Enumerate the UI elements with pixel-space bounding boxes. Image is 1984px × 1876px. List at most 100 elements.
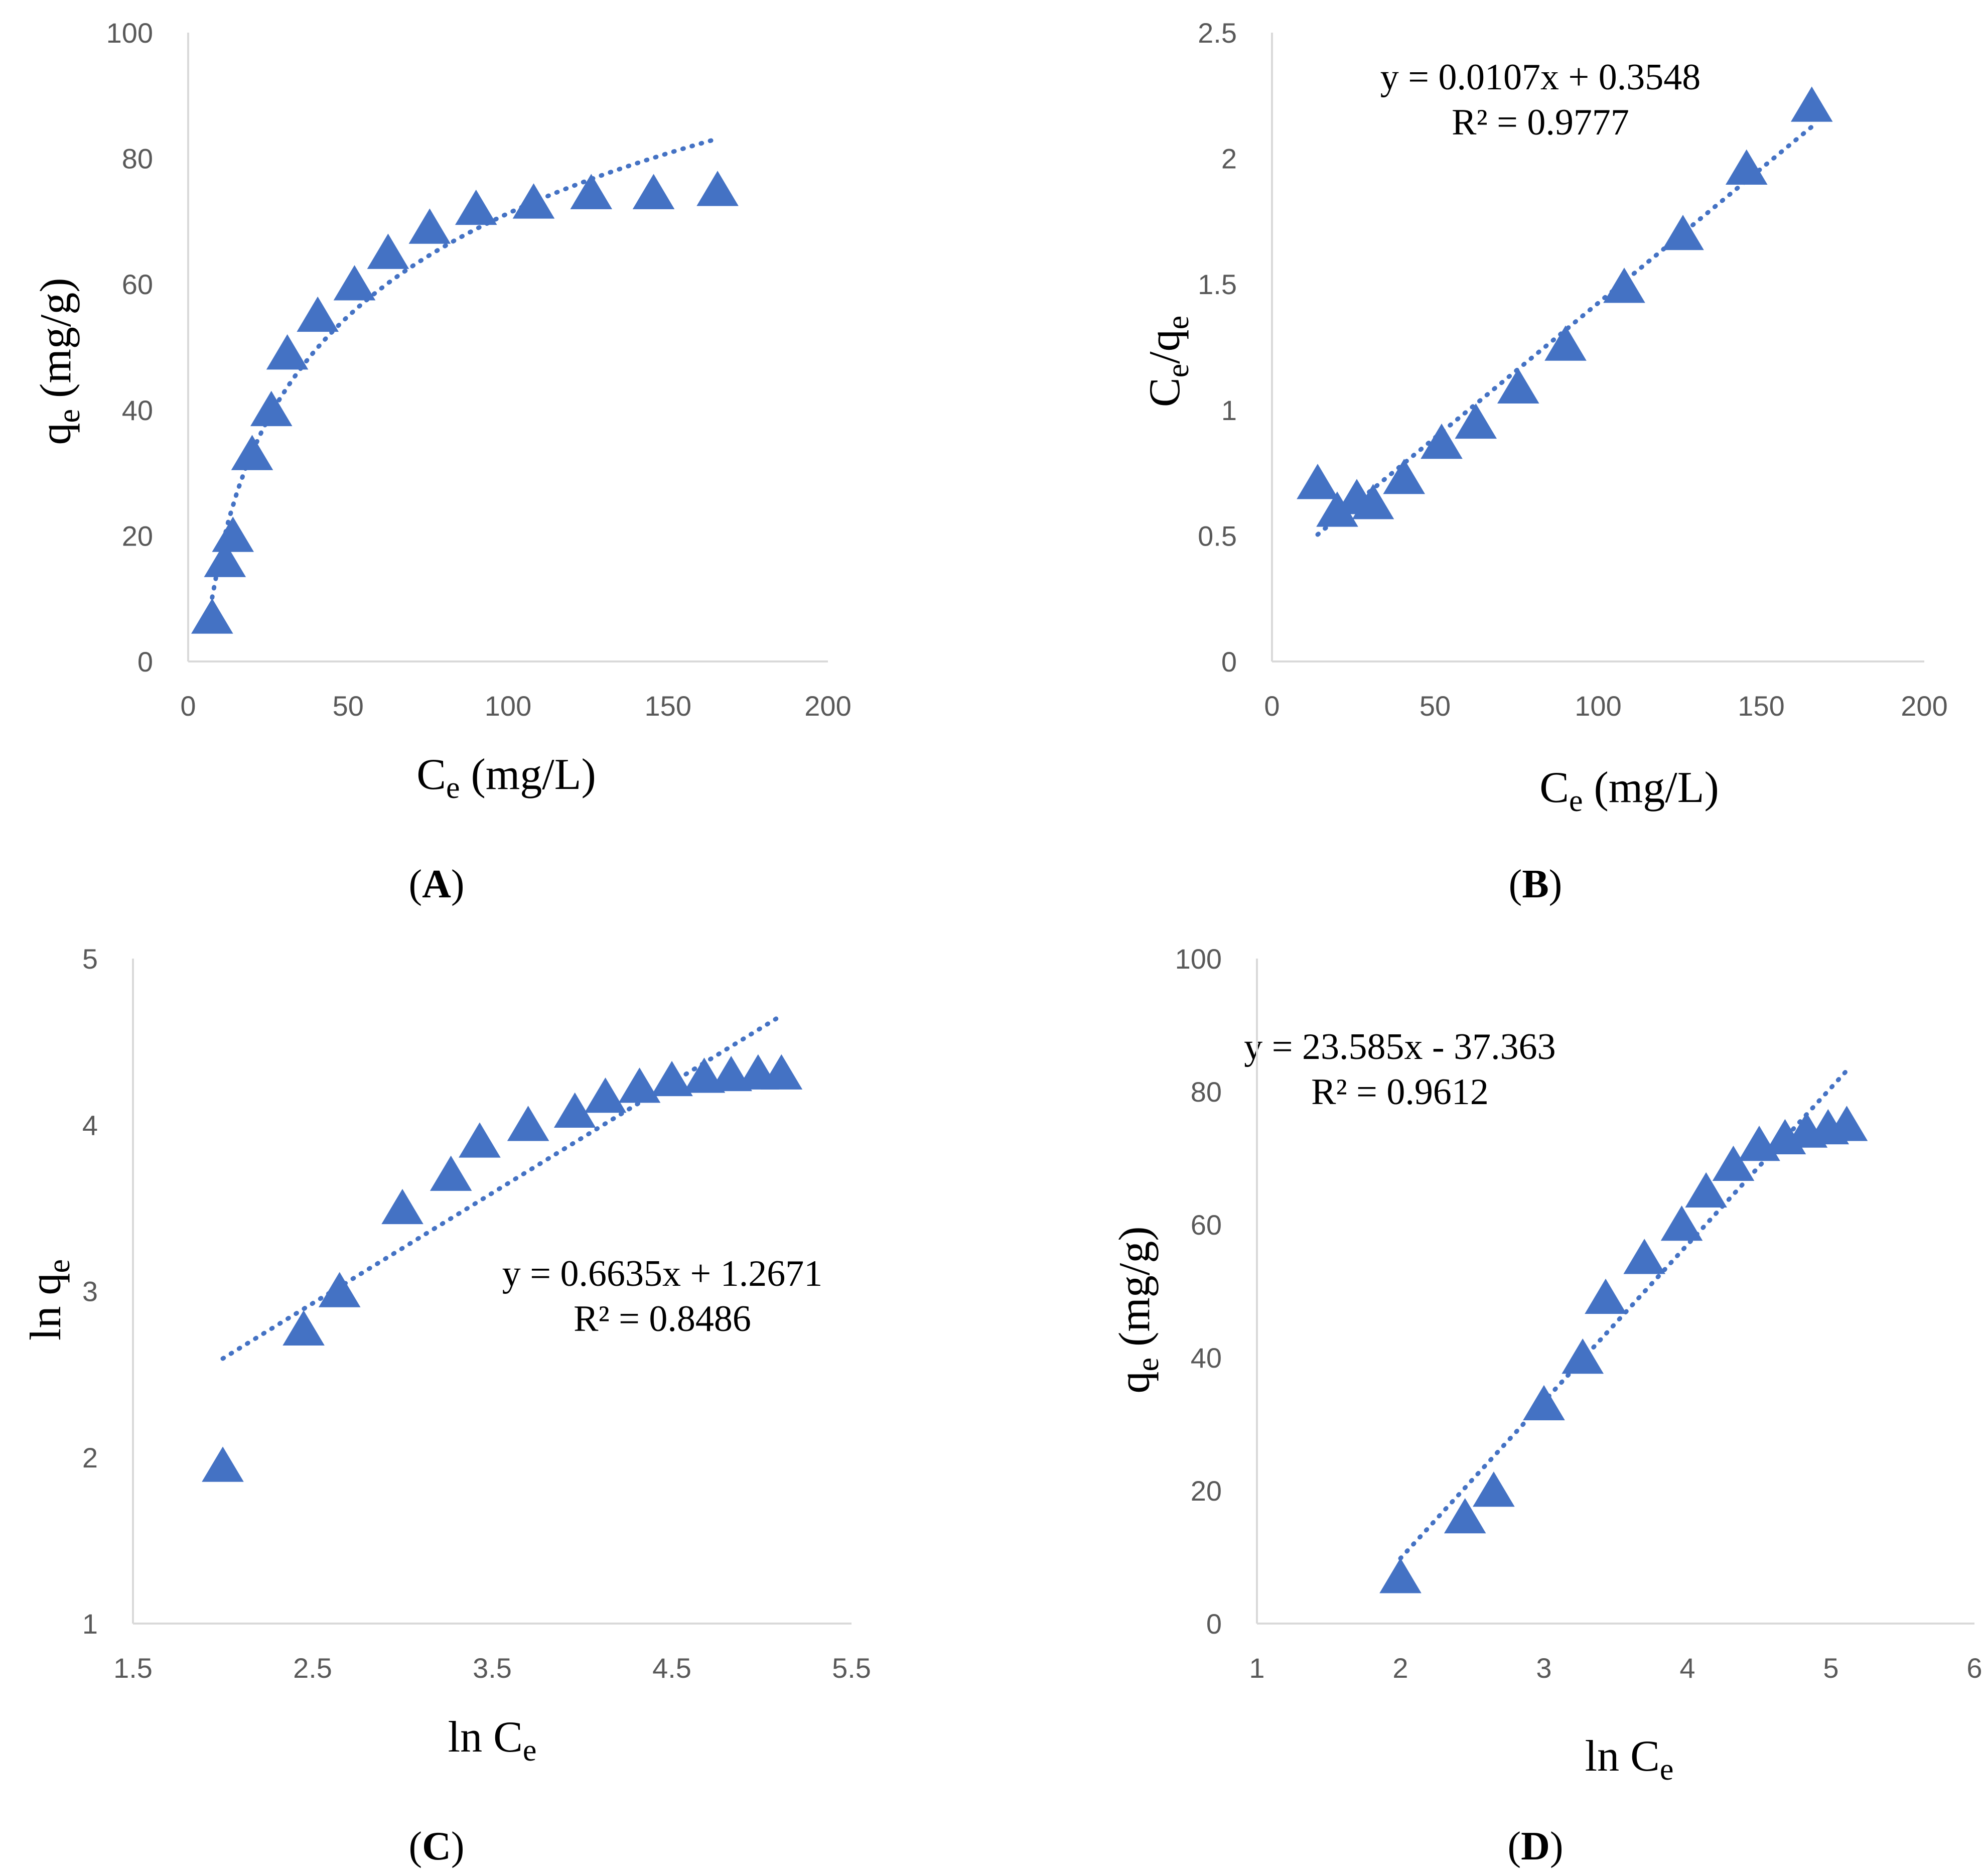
panel-b-r-squared: R² = 0.9777 — [1452, 102, 1629, 143]
panel-d-x-tick-label: 6 — [1966, 1652, 1982, 1684]
panel-c-trendline — [220, 1013, 784, 1361]
panel-c-x-tick-label: 4.5 — [652, 1652, 691, 1684]
panel-a-data-point — [696, 171, 739, 206]
panel-b-data-point — [1316, 491, 1358, 527]
panel-c-y-tick-label: 3 — [82, 1276, 98, 1307]
panel-b-caption: (B) — [1509, 862, 1563, 906]
panel-d-data-point — [1623, 1239, 1665, 1274]
panel-d-x-axis-label: ln Ce — [1585, 1732, 1674, 1787]
panel-b-data-point — [1544, 325, 1587, 361]
panel-d-data-point — [1379, 1558, 1422, 1593]
panel-b-data-point — [1725, 149, 1768, 185]
panel-b-data-point — [1662, 214, 1704, 250]
panel-a-data-point — [297, 296, 339, 332]
panel-c-data-point — [202, 1446, 244, 1482]
panel-c-y-tick-label: 5 — [82, 943, 98, 975]
panel-d-y-tick-label: 40 — [1191, 1342, 1222, 1374]
panel-a-y-tick-label: 40 — [122, 394, 153, 426]
panel-d-x-tick-label: 1 — [1249, 1652, 1264, 1684]
panel-b-y-tick-label: 0 — [1221, 646, 1237, 678]
panel-d-y-tick-label: 80 — [1191, 1076, 1222, 1108]
panel-c-y-tick-label: 2 — [82, 1442, 98, 1473]
panel-c-y-tick-label: 1 — [82, 1608, 98, 1640]
panel-a-y-axis-label: qe (mg/g) — [32, 278, 86, 445]
panel-b-y-axis-label: Ce/qe — [1141, 316, 1195, 407]
panel-b-data-point — [1352, 484, 1394, 519]
panel-d-data-point — [1473, 1471, 1515, 1507]
panel-c-data-point — [318, 1272, 361, 1307]
panel-d-r-squared: R² = 0.9612 — [1311, 1071, 1489, 1113]
panel-a-data-point — [212, 516, 254, 552]
panel-a-data-point — [408, 208, 451, 244]
panel-d-x-tick-label: 5 — [1823, 1652, 1838, 1684]
panel-c-x-tick-label: 3.5 — [473, 1652, 512, 1684]
panel-c-data-point — [584, 1077, 627, 1113]
panel-c-x-tick-label: 2.5 — [293, 1652, 332, 1684]
panel-a-x-axis-label: Ce (mg/L) — [416, 750, 596, 805]
panel-b-y-tick-label: 1 — [1221, 394, 1237, 426]
panel-c-data-point — [760, 1054, 803, 1090]
panel-b-data-point — [1421, 423, 1463, 459]
panel-b-x-tick-label: 200 — [1901, 690, 1947, 722]
panel-b-data-point — [1603, 267, 1645, 303]
panel-b-trendline-equation: y = 0.0107x + 0.3548 — [1380, 57, 1700, 98]
panel-d-data-point — [1685, 1172, 1727, 1208]
panel-b-x-axis-label: Ce (mg/L) — [1539, 763, 1719, 818]
panel-d-y-axis-label: qe (mg/g) — [1110, 1226, 1165, 1393]
panel-b-data-point — [1383, 459, 1426, 494]
panel-a-trendline — [210, 136, 720, 600]
panel-d-y-tick-label: 0 — [1206, 1608, 1222, 1640]
panel-d-data-point — [1562, 1338, 1604, 1374]
panel-b-x-tick-label: 50 — [1420, 690, 1451, 722]
panel-c-x-axis-label: ln Ce — [448, 1713, 537, 1768]
panel-d-data-point — [1585, 1278, 1627, 1314]
panel-c-data-point — [381, 1188, 423, 1225]
panel-d-data-point — [1712, 1145, 1755, 1181]
panel-b-data-point — [1455, 403, 1497, 439]
panel-a-x-tick-label: 50 — [333, 690, 364, 722]
panel-c-data-point — [618, 1067, 661, 1103]
panel-c-data-point — [553, 1092, 596, 1128]
panel-a-data-point — [512, 183, 555, 219]
panel-c-data-point — [430, 1155, 472, 1191]
panel-c-chart: y = 0.6635x + 1.2671 R² = 0.8486 ln Ce l… — [22, 943, 871, 1868]
panel-c-r-squared: R² = 0.8486 — [574, 1298, 751, 1339]
panel-b-data-point — [1790, 86, 1833, 122]
panel-a-chart: Ce (mg/L) qe (mg/g) (A) 0 50 100 150 200 0 20 4… — [32, 17, 852, 906]
panel-a-data-point — [191, 598, 233, 634]
panel-b-y-tick-label: 2.5 — [1198, 17, 1237, 49]
panel-d-data-point — [1825, 1106, 1868, 1141]
panel-a-data-point — [231, 435, 273, 470]
panel-a-y-tick-label: 100 — [106, 17, 153, 49]
panel-a-x-tick-label: 0 — [180, 690, 196, 722]
panel-b-x-tick-label: 150 — [1738, 690, 1784, 722]
panel-b-y-tick-label: 1.5 — [1198, 269, 1237, 300]
panel-d-x-tick-label: 2 — [1392, 1652, 1408, 1684]
panel-b-y-tick-label: 0.5 — [1198, 520, 1237, 552]
panel-a-y-tick-label: 0 — [137, 646, 153, 678]
panel-d-data-point — [1523, 1385, 1565, 1421]
panel-a-y-tick-label: 20 — [122, 520, 153, 552]
panel-b-chart: y = 0.0107x + 0.3548 R² = 0.9777 Ce (mg/… — [1141, 17, 1948, 906]
panel-a-caption: (A) — [408, 862, 464, 906]
panel-c-y-tick-label: 4 — [82, 1109, 98, 1141]
panel-c-trendline-equation: y = 0.6635x + 1.2671 — [502, 1253, 822, 1294]
panel-d-y-tick-label: 100 — [1175, 943, 1222, 975]
panel-d-data-point — [1660, 1205, 1703, 1241]
panel-a-y-tick-label: 60 — [122, 269, 153, 300]
panel-b-x-tick-label: 100 — [1575, 690, 1621, 722]
panel-c-caption: (C) — [408, 1824, 464, 1868]
panel-a-data-point — [367, 233, 409, 269]
panel-a-x-tick-label: 100 — [485, 690, 531, 722]
panel-c-data-point — [651, 1060, 693, 1097]
panel-b-y-tick-label: 2 — [1221, 143, 1237, 175]
panel-a-data-point — [333, 265, 376, 301]
panel-a-data-point — [632, 174, 675, 209]
panel-d-caption: (D) — [1507, 1824, 1563, 1868]
panel-d-x-tick-label: 3 — [1536, 1652, 1551, 1684]
panel-d-trendline-equation: y = 23.585x - 37.363 — [1244, 1026, 1555, 1067]
panel-a-data-point — [204, 542, 246, 577]
panel-c-data-point — [282, 1310, 325, 1346]
panel-a-data-point — [266, 334, 309, 370]
